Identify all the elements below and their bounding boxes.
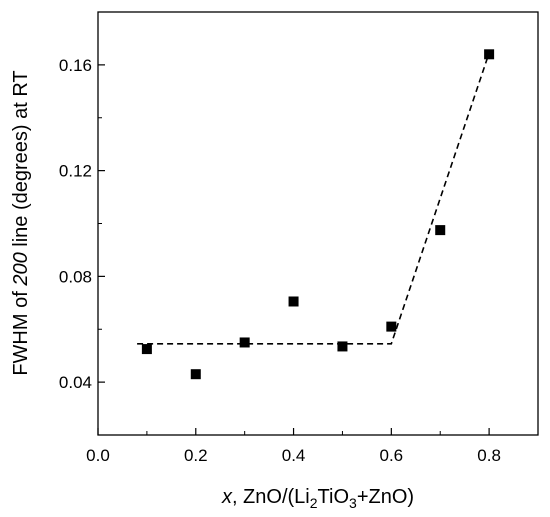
x-axis: 0.0 0.2 0.4 0.6 0.8 [86, 428, 539, 465]
fit-line [137, 52, 490, 345]
x-tick-label: 0.2 [184, 446, 208, 465]
data-point [190, 369, 201, 380]
y-tick-label: 0.04 [59, 373, 92, 392]
y-axis: 0.04 0.08 0.12 0.16 [59, 11, 105, 392]
data-point [141, 344, 152, 355]
x-axis-label: x, ZnO/(Li2TiO3+ZnO) [221, 486, 414, 511]
y-tick-label: 0.16 [59, 56, 92, 75]
x-tick-label: 0.6 [380, 446, 404, 465]
plot-frame [97, 11, 539, 436]
fit-lines [137, 52, 490, 345]
x-tick-label: 0.0 [86, 446, 110, 465]
x-tick-label: 0.8 [477, 446, 501, 465]
data-point [288, 296, 299, 307]
data-points [141, 49, 495, 380]
data-point [337, 341, 348, 352]
data-point [484, 49, 495, 60]
data-point [386, 321, 397, 332]
x-tick-label: 0.4 [282, 446, 306, 465]
data-point [435, 225, 446, 236]
y-tick-label: 0.08 [59, 267, 92, 286]
y-tick-label: 0.12 [59, 162, 92, 181]
data-point [239, 337, 250, 348]
y-axis-label: FWHM of 200 line (degrees) at RT [10, 70, 32, 375]
